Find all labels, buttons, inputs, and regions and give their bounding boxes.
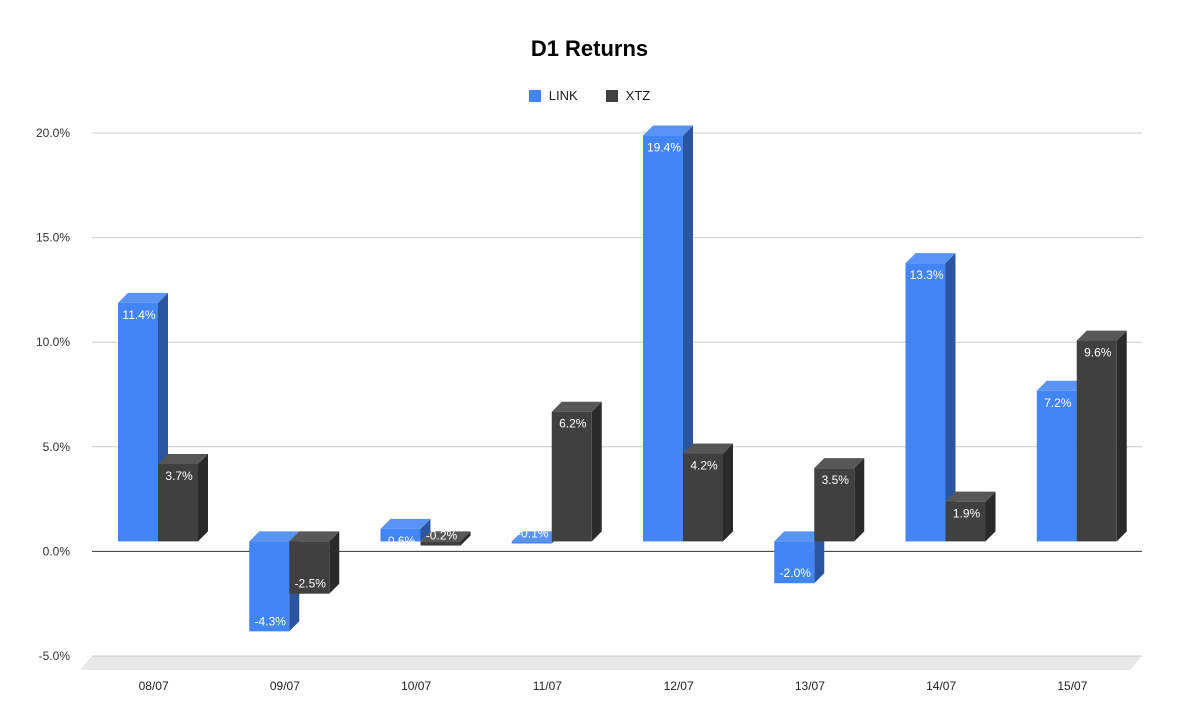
bar-side [854,458,865,542]
data-label: 4.2% [690,459,718,473]
legend-label-xtz: XTZ [625,88,651,103]
bar-top [511,531,562,542]
bar-front [643,135,683,542]
data-label: 11.4% [122,308,155,322]
bar-side [945,253,956,542]
data-label: 19.4% [647,141,681,155]
bar-front [945,501,986,542]
bar-link-08-07[interactable]: 11.4% [118,292,168,542]
x-tick-label: 13/07 [795,679,825,693]
bar-top [1036,380,1087,391]
bar-top [551,401,602,412]
bar-link-13-07[interactable]: -2.0% [774,531,825,584]
x-tick-label: 09/07 [270,679,300,693]
bar-front [158,463,198,542]
bar-top [945,491,996,502]
bar-side [329,531,340,594]
bar-xtz-13-07[interactable]: 3.5% [814,458,865,542]
bar-xtz-12-07[interactable]: 4.2% [683,443,733,542]
chart-title: D1 Returns [530,36,649,61]
bar-top [683,443,733,454]
bar-front [905,263,946,542]
data-label: -0.2% [426,529,458,543]
bar-front [380,528,421,542]
bar-front [420,541,461,546]
bar-top [158,453,208,464]
data-label: 13.3% [909,268,943,282]
y-tick-label: 20.0% [36,126,70,140]
y-tick-label: 5.0% [43,440,71,454]
x-tick-label: 15/07 [1057,679,1087,693]
bar-side [460,531,471,546]
bar-side [723,443,733,542]
bar-front [289,541,330,594]
data-label: 6.2% [559,417,587,431]
legend-item-xtz[interactable]: XTZ [605,88,651,103]
bar-xtz-15-07[interactable]: 9.6% [1076,330,1127,542]
x-tick-label: 11/07 [533,679,562,693]
bar-xtz-08-07[interactable]: 3.7% [158,453,208,542]
y-tick-label: -5.0% [39,649,71,663]
legend-swatch-link [528,89,541,102]
bar-front [118,302,158,542]
bar-front [774,541,815,584]
x-tick-label: 12/07 [664,679,694,693]
bar-top [643,125,693,136]
legend-label-link: LINK [548,88,578,103]
bar-side [198,453,208,542]
bar-xtz-10-07[interactable]: -0.2% [420,529,471,546]
bar-xtz-09-07[interactable]: -2.5% [289,531,340,594]
bar-top [814,458,865,469]
legend-item-link[interactable]: LINK [528,88,578,103]
data-label: -0.1% [517,526,549,540]
bar-front [511,541,552,544]
data-label: 0.6% [388,534,416,548]
bar-top [118,292,168,303]
bar-top [420,531,471,542]
bar-front [551,411,592,542]
y-tick-label: 10.0% [36,335,70,349]
data-label: 3.7% [165,469,193,483]
data-label: -4.3% [255,614,287,628]
bar-top [380,518,431,529]
bar-front [814,468,855,542]
bar-front [1076,340,1117,542]
chart-legend: LINK XTZ [0,88,1179,103]
x-tick-label: 10/07 [401,679,431,693]
bar-top [289,531,340,542]
bar-top [1076,330,1127,341]
data-label: 7.2% [1044,396,1072,410]
bar-side [683,125,693,542]
bar-front [249,541,290,632]
data-label: -2.0% [780,566,812,580]
legend-swatch-xtz [605,89,618,102]
bar-xtz-14-07[interactable]: 1.9% [945,491,996,542]
data-label: -2.5% [295,577,327,591]
y-tick-label: 15.0% [36,231,70,245]
chart-floor [80,656,1142,670]
bar-top [249,531,300,542]
bar-side [420,518,431,542]
y-tick-label: 0.0% [43,544,71,558]
bar-link-14-07[interactable]: 13.3% [905,253,956,542]
bar-front [683,453,723,542]
bar-link-10-07[interactable]: 0.6% [380,518,431,548]
data-label: 9.6% [1084,346,1112,360]
bar-side [591,401,602,542]
data-label: 3.5% [822,473,850,487]
bar-side [985,491,996,542]
bar-front [1036,390,1077,542]
bar-side [814,531,825,584]
x-tick-label: 14/07 [926,679,956,693]
data-label: 1.9% [953,507,981,521]
bar-link-12-07[interactable]: 19.4% [643,125,693,542]
bar-xtz-11-07[interactable]: 6.2% [551,401,602,542]
bar-side [1116,330,1127,542]
bar-top [905,253,956,264]
x-tick-label: 08/07 [139,679,169,693]
bar-top [774,531,825,542]
